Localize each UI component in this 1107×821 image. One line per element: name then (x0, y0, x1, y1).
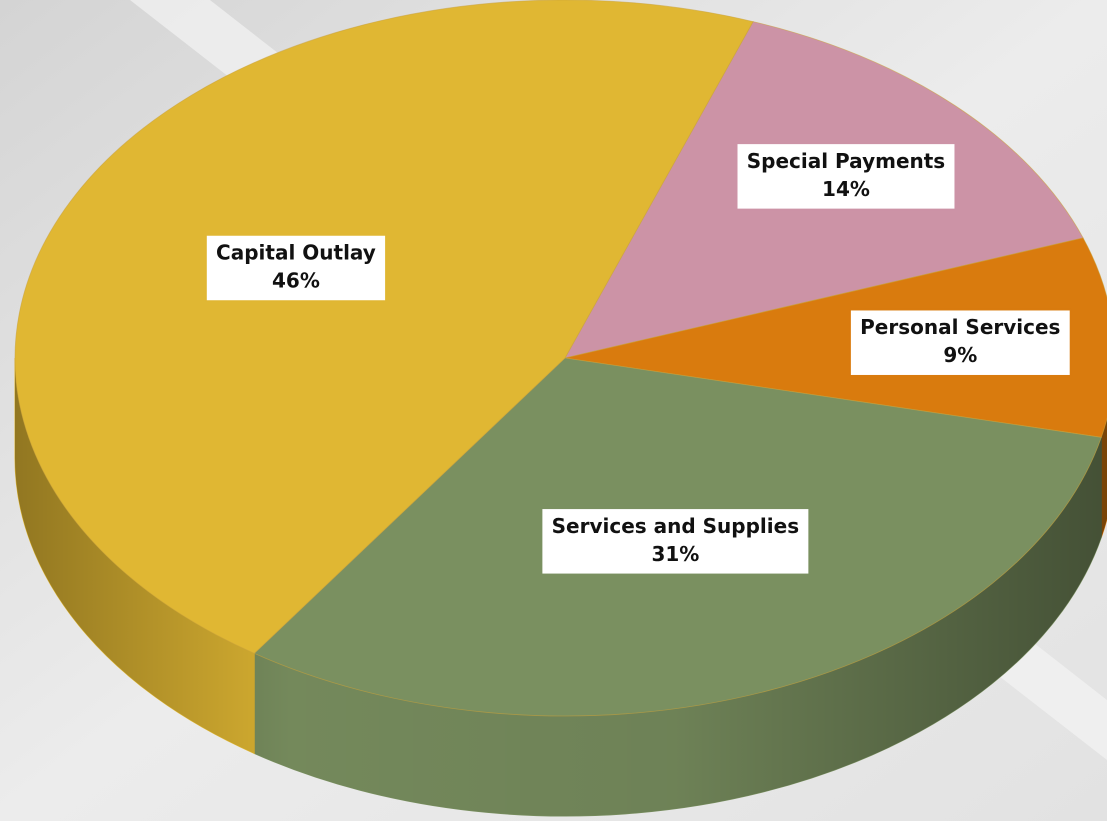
side-shade (15, 358, 1107, 816)
data-label-box (540, 507, 810, 576)
data-label-value: 31% (651, 542, 699, 566)
data-label-name: Services and Supplies (552, 514, 799, 538)
data-label: Capital Outlay 46% (205, 234, 387, 302)
data-label: Personal Services 9% (849, 308, 1072, 377)
data-label: Special Payments 14% (736, 142, 956, 211)
data-label-value: 14% (822, 177, 870, 201)
data-label-box (849, 308, 1072, 377)
data-label-value: 9% (943, 343, 977, 367)
slice (14, 0, 754, 654)
data-label-value: 46% (272, 268, 320, 292)
data-label-name: Capital Outlay (216, 240, 376, 264)
data-label: Services and Supplies 31% (540, 507, 810, 576)
data-label-name: Special Payments (747, 149, 945, 173)
data-label-box (736, 142, 956, 211)
data-label-box (205, 234, 387, 302)
slice (564, 237, 1107, 438)
data-label-name: Personal Services (860, 315, 1060, 339)
